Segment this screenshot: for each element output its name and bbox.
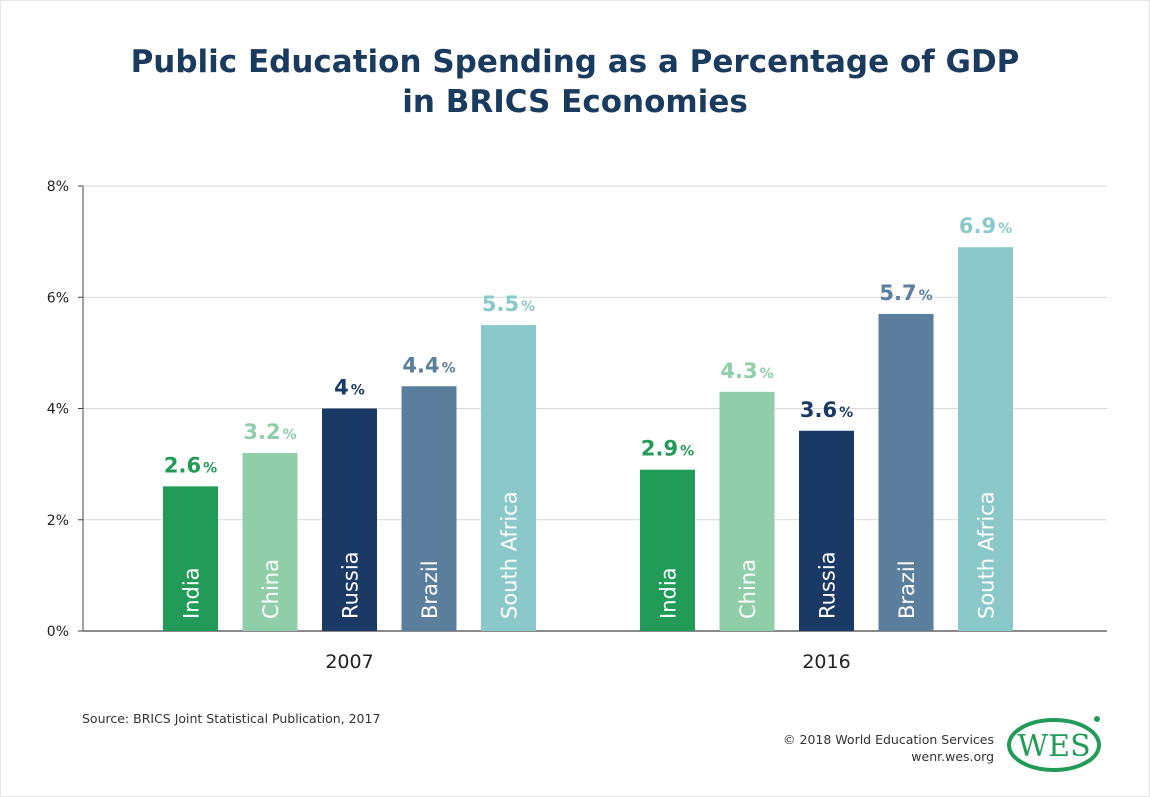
logo-text: WES [1017,729,1090,764]
bar-2007-india [163,486,218,631]
bar-2016-russia [799,430,854,631]
bar-name-label: India [657,567,681,619]
bar-2007-russia [322,408,377,631]
bar-2016-brazil [878,313,934,631]
y-tick-label: 8% [47,179,69,195]
bar-name-label: South Africa [975,491,999,619]
data-label: 2.9% [641,437,694,461]
bar-name-label: China [259,559,283,619]
data-label: 2.6% [164,453,217,477]
bar-2016-india [640,469,695,631]
y-tick-label: 6% [47,290,69,306]
copyright-line: © 2018 World Education Services [783,732,994,747]
x-category-label: 2016 [802,651,850,673]
data-label: 3.6% [800,398,853,422]
bar-name-label: Russia [816,551,840,619]
title-line-1: Public Education Spending as a Percentag… [130,44,1020,80]
y-tick-label: 2% [47,513,69,529]
bar-name-label: China [736,559,760,619]
bar-2016-china [719,391,775,631]
data-label: 5.7% [879,281,932,305]
bar-name-label: Russia [339,551,363,619]
bar-2007-china [242,453,298,631]
data-label: 4.4% [402,353,455,377]
bar-name-label: Brazil [418,560,442,619]
data-label: 5.5% [482,292,535,316]
bar-name-label: India [180,567,204,619]
data-label: 4% [334,376,365,400]
copyright-credit: © 2018 World Education Services wenr.wes… [783,731,994,765]
wes-logo: WES [1007,716,1101,772]
data-label: 4.3% [720,359,773,383]
bar-2016-south-africa [958,247,1013,631]
bar-name-label: South Africa [498,491,522,619]
y-tick-label: 0% [47,624,69,640]
bar-2007-brazil [401,386,457,631]
source-note: Source: BRICS Joint Statistical Publicat… [82,711,381,726]
title-line-2: in BRICS Economies [402,84,748,120]
data-label: 3.2% [243,420,296,444]
chart-title: Public Education Spending as a Percentag… [0,42,1150,122]
data-label: 6.9% [959,214,1012,238]
x-category-label: 2007 [325,651,373,673]
bar-2007-south-africa [481,325,536,631]
y-tick-label: 4% [47,402,69,418]
bar-name-label: Brazil [895,560,919,619]
website-line: wenr.wes.org [911,749,994,764]
